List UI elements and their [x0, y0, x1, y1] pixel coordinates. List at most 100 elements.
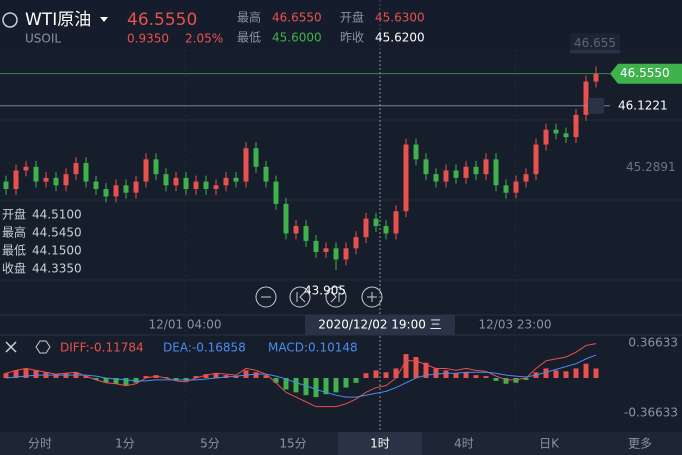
- candle-body: [533, 144, 539, 175]
- next[interactable]: [325, 286, 347, 308]
- time-label: 12/03 23:00: [479, 318, 552, 332]
- change: 0.9350: [127, 32, 169, 46]
- macd: DIFF:-0.11784 DEA:-0.16858 MACD:0.10148 0.3…: [3, 336, 678, 420]
- candle-body: [313, 240, 319, 252]
- macd-bar: [103, 378, 109, 383]
- prev[interactable]: [289, 286, 311, 308]
- info-label: 最高: [2, 225, 26, 240]
- macd-bar: [353, 378, 359, 383]
- close-indicator[interactable]: [5, 341, 17, 353]
- tab[interactable]: 15分: [279, 437, 306, 451]
- candle-body: [53, 177, 59, 186]
- candle-body: [3, 181, 9, 189]
- macd-line: [5, 343, 597, 408]
- candle-body: [33, 166, 39, 182]
- icon[interactable]: [2, 12, 18, 28]
- candle-body: [393, 211, 399, 234]
- macd-bar: [193, 376, 199, 378]
- zoom-in[interactable]: [361, 286, 383, 308]
- info-label: 最低: [2, 244, 26, 258]
- change-pct: 2.05%: [185, 32, 223, 46]
- icon: [367, 292, 377, 302]
- macd-bar: [3, 373, 9, 378]
- candle-body: [213, 185, 219, 189]
- macd-bar: [143, 376, 149, 378]
- tab[interactable]: 更多: [628, 437, 652, 451]
- stat-value: 45.6000: [272, 31, 322, 45]
- macd-bar: [233, 376, 239, 378]
- crosshair-info: 开盘 44.5100 最高 44.5450 最低 44.1500 收盘 44.3350: [2, 207, 82, 276]
- macd-bar: [293, 378, 299, 393]
- candle-body: [123, 185, 129, 193]
- stat-label: 最高: [237, 10, 261, 25]
- low-label: 43.905: [304, 284, 346, 298]
- zoom-out[interactable]: [255, 286, 277, 308]
- time-highlight: [305, 315, 455, 335]
- candle-body: [563, 133, 569, 138]
- macd-line: [5, 354, 597, 398]
- time-label: 12/01 04:00: [149, 318, 222, 332]
- info-label: 收盘: [2, 261, 26, 276]
- candle-body: [183, 177, 189, 189]
- candle-body: [473, 166, 479, 175]
- candle-body: [413, 144, 419, 160]
- candle-body: [503, 185, 509, 193]
- candle-body: [443, 170, 449, 182]
- macd-bar: [473, 375, 479, 378]
- macd-bar: [383, 372, 389, 378]
- candle-body: [593, 73, 599, 82]
- macd-bar: [373, 370, 379, 378]
- instrument-name[interactable]: WTI原油: [25, 10, 91, 30]
- candle-body: [553, 129, 559, 134]
- macd-bar: [593, 368, 599, 378]
- macd-bar: [23, 368, 29, 378]
- macd-bar: [283, 378, 289, 390]
- macd-bar: [93, 378, 99, 380]
- tab[interactable]: 5分: [200, 437, 220, 451]
- candle-body: [323, 248, 329, 252]
- candle-body: [583, 81, 589, 115]
- settings[interactable]: [35, 340, 51, 354]
- candle-body: [103, 189, 109, 197]
- candle-body: [373, 218, 379, 227]
- dropdown[interactable]: [100, 17, 108, 22]
- macd-tick-label: -0.36633: [624, 406, 678, 420]
- price-tag: 46.5550: [620, 66, 670, 80]
- candle-body: [233, 177, 239, 182]
- tab[interactable]: 1分: [115, 437, 135, 451]
- candle-body: [303, 226, 309, 241]
- candle-body: [253, 148, 259, 167]
- tab[interactable]: 分时: [28, 437, 52, 451]
- icon: [330, 291, 340, 303]
- macd-bar: [33, 370, 39, 378]
- candle-body: [463, 166, 469, 178]
- candle-body: [223, 177, 229, 186]
- alert-icon[interactable]: [588, 97, 604, 114]
- candle-body: [83, 163, 89, 182]
- candle-body: [63, 174, 69, 186]
- macd-legend: DIFF:-0.11784: [60, 341, 144, 355]
- tab[interactable]: 日K: [539, 437, 560, 451]
- macd-bar: [213, 373, 219, 378]
- macd-bar: [173, 378, 179, 380]
- candle-body: [403, 144, 409, 212]
- icon: [296, 291, 306, 303]
- stat-label: 开盘: [340, 10, 364, 25]
- candle-body: [143, 159, 149, 182]
- macd-bar: [203, 374, 209, 378]
- macd-bar: [263, 375, 269, 378]
- macd-bar: [273, 378, 279, 383]
- tab-selected: [338, 432, 422, 455]
- time-label: 2020/12/02 19:00 三: [318, 318, 441, 332]
- candle-body: [193, 181, 199, 189]
- tab[interactable]: 4时: [454, 437, 474, 451]
- macd-bar: [423, 362, 429, 378]
- candle-body: [433, 174, 439, 182]
- tab[interactable]: 1时: [370, 437, 390, 451]
- candle-body: [113, 185, 119, 197]
- macd-bar: [493, 378, 499, 381]
- macd-bar: [333, 378, 339, 393]
- stat-value: 45.6200: [375, 31, 425, 45]
